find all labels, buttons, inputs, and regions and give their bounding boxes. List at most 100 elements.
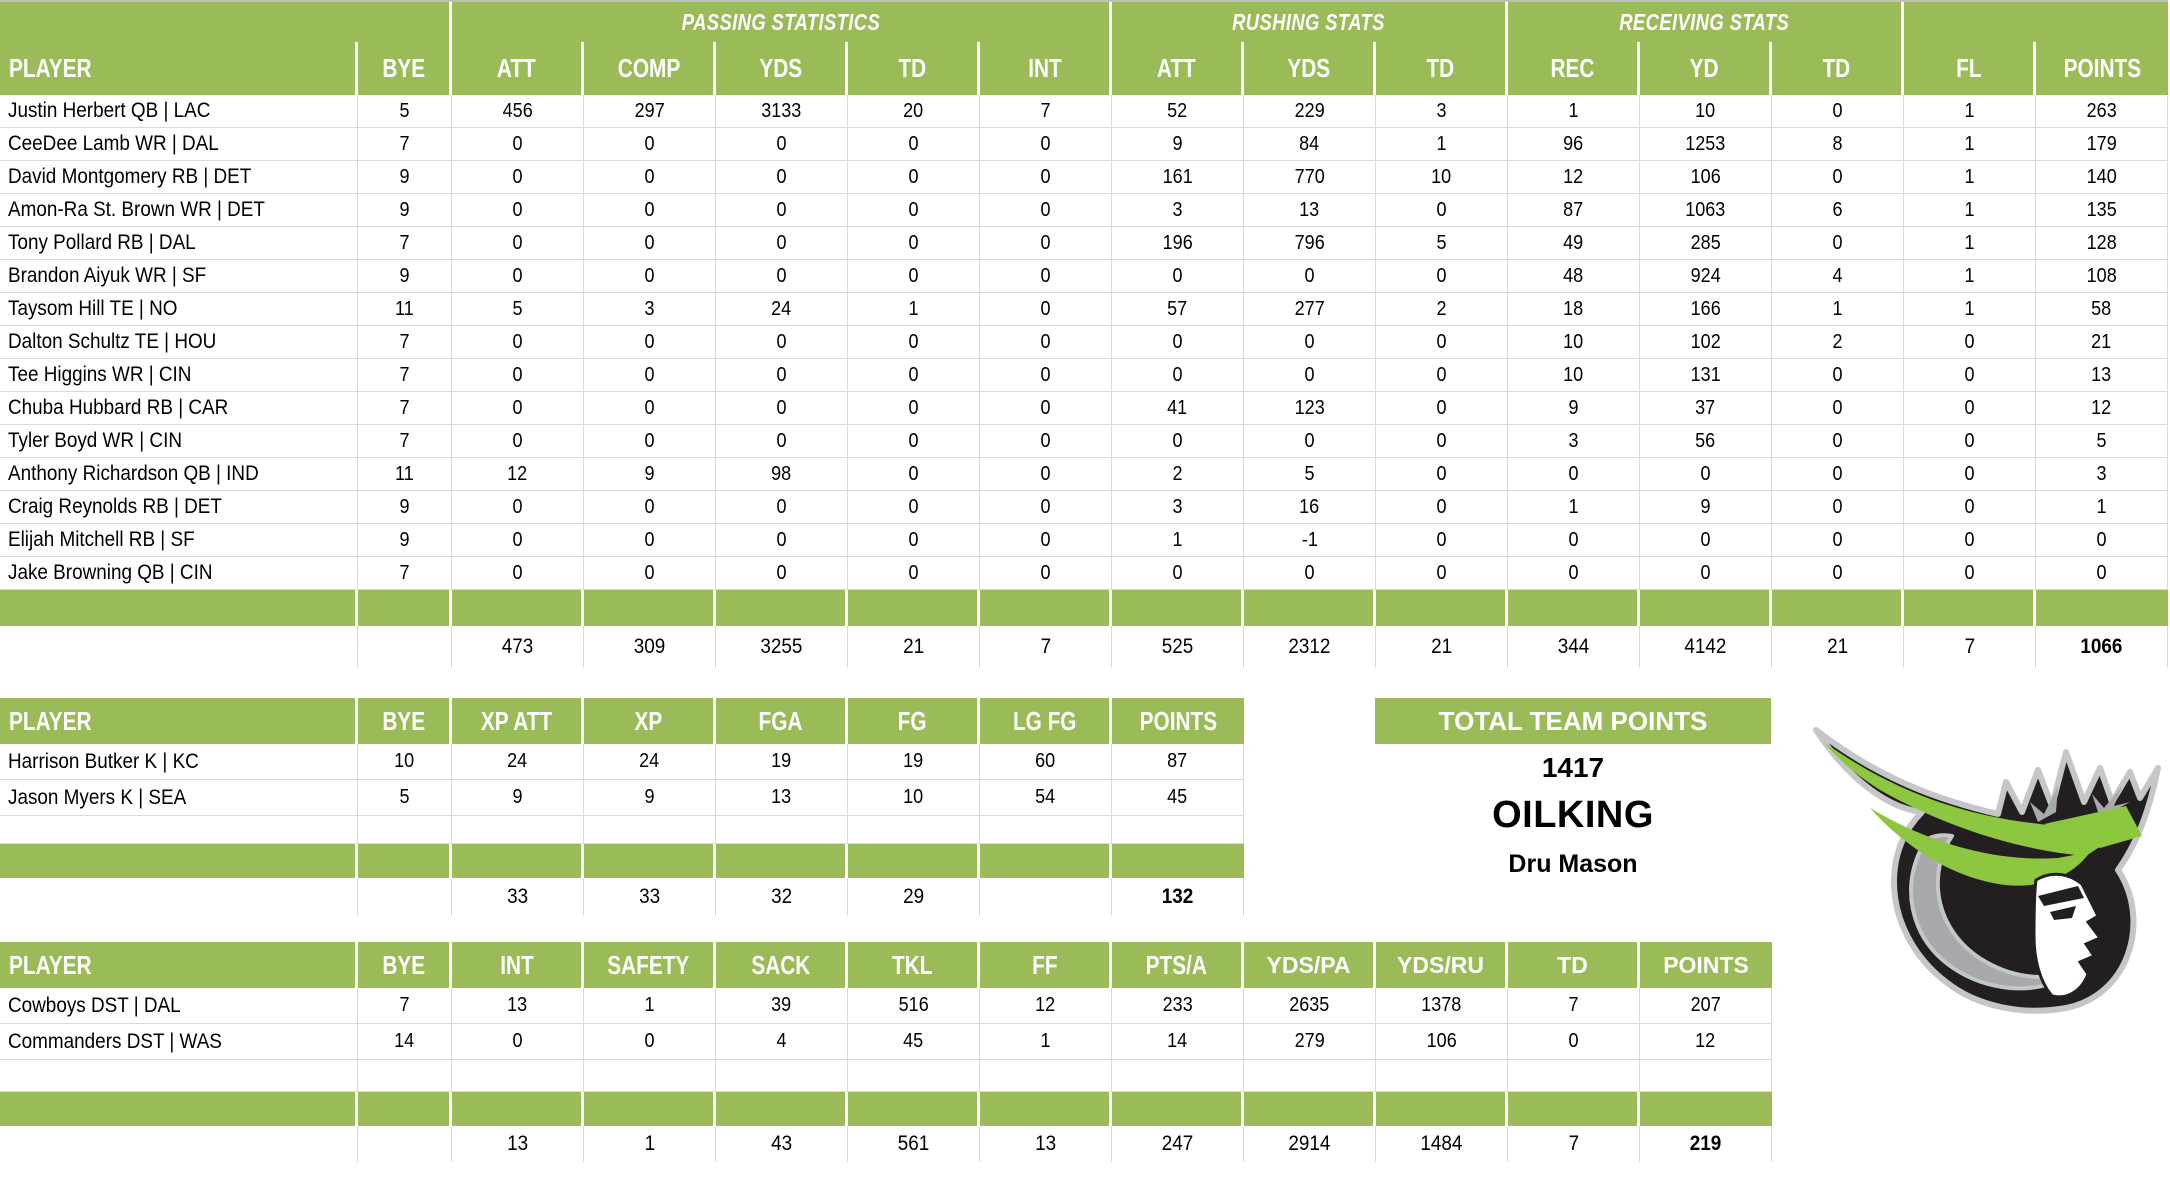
stat-cell: 1 [1112, 524, 1244, 557]
stat-cell: 9 [358, 194, 452, 227]
stat-cell: 9 [584, 458, 716, 491]
stat-cell: 128 [2036, 227, 2168, 260]
stat-cell: 14 [1112, 1024, 1244, 1060]
totals-cell: 1484 [1376, 1126, 1508, 1162]
rushing-stats-group-header: RUSHING STATS [1112, 2, 1508, 42]
stat-cell: 3 [1112, 491, 1244, 524]
stat-cell: 7 [1508, 988, 1640, 1024]
totals-empty-cell [358, 878, 452, 916]
totals-cell: 1066 [2036, 626, 2168, 668]
stat-cell: 0 [1508, 1024, 1640, 1060]
empty-cell [452, 816, 584, 844]
empty-cell [1244, 1060, 1376, 1092]
stat-cell: 7 [358, 392, 452, 425]
stat-cell: 10 [358, 744, 452, 780]
stat-cell: 0 [452, 524, 584, 557]
stat-cell: 0 [452, 260, 584, 293]
stat-cell: 0 [716, 524, 848, 557]
totals-cell: 33 [452, 878, 584, 916]
total-team-points-banner: TOTAL TEAM POINTS [1375, 698, 1771, 744]
separator-cell [584, 1092, 716, 1126]
totals-empty-cell [980, 878, 1112, 916]
col-header-rush-att: ATT [1112, 42, 1244, 95]
col-header-rec-yd: YD [1640, 42, 1772, 95]
player-cell: Tony Pollard RB | DAL [0, 227, 358, 260]
totals-cell: 13 [452, 1126, 584, 1162]
kicker-table-totals-row: 33 33 32 29 132 [0, 878, 1244, 916]
separator-cell [0, 1092, 358, 1126]
stat-cell: 0 [716, 359, 848, 392]
stat-cell: 0 [1772, 524, 1904, 557]
stat-cell: 0 [1772, 359, 1904, 392]
stat-cell: 4 [1772, 260, 1904, 293]
stat-cell: 2 [1772, 326, 1904, 359]
main-header-spacer-left [0, 2, 452, 42]
stat-cell: 0 [848, 194, 980, 227]
owner-name: Dru Mason [1508, 850, 1638, 878]
separator-cell [358, 590, 452, 626]
separator-cell [848, 844, 980, 878]
empty-cell [980, 1060, 1112, 1092]
king-head-logo-svg [1813, 727, 2161, 1014]
stat-cell: 21 [2036, 326, 2168, 359]
stat-cell: 4 [716, 1024, 848, 1060]
stat-cell: 0 [716, 260, 848, 293]
main-table-separator-row [0, 590, 2168, 626]
stat-cell: 166 [1640, 293, 1772, 326]
separator-cell [1640, 590, 1772, 626]
stat-cell: 0 [1640, 557, 1772, 590]
stat-cell: 6 [1772, 194, 1904, 227]
stat-cell: 10 [1376, 161, 1508, 194]
stat-cell: 106 [1640, 161, 1772, 194]
stat-cell: 0 [1376, 557, 1508, 590]
stat-cell: 1 [980, 1024, 1112, 1060]
col-header-points: POINTS [1640, 942, 1772, 988]
separator-cell [1772, 590, 1904, 626]
stat-cell: 0 [1112, 359, 1244, 392]
col-header-bye: BYE [358, 698, 452, 744]
totals-cell: 247 [1112, 1126, 1244, 1162]
stat-cell: 1 [1508, 95, 1640, 128]
stat-cell: 0 [848, 326, 980, 359]
stat-cell: 0 [452, 227, 584, 260]
separator-cell [1508, 1092, 1640, 1126]
stat-cell: 0 [1772, 95, 1904, 128]
totals-cell: 4142 [1640, 626, 1772, 668]
stat-cell: 0 [584, 359, 716, 392]
stat-cell: 3 [584, 293, 716, 326]
col-header-fg: FG [848, 698, 980, 744]
stat-cell: 0 [716, 194, 848, 227]
empty-cell [1640, 1060, 1772, 1092]
main-table-body: Justin Herbert QB | LAC 5 456 297 3133 20 7 52 2… [0, 95, 2168, 590]
stat-cell: 0 [716, 557, 848, 590]
player-cell: Jake Browning QB | CIN [0, 557, 358, 590]
stat-cell: 0 [2036, 557, 2168, 590]
stat-cell: 0 [1508, 524, 1640, 557]
stat-cell: 1 [1772, 293, 1904, 326]
stat-cell: 0 [848, 260, 980, 293]
col-header-yds-ru: YDS/RU [1376, 942, 1508, 988]
col-header-rush-yds: YDS [1244, 42, 1376, 95]
dst-table-blank-row [0, 1060, 1772, 1092]
total-team-points-value: 1417 [1541, 752, 1605, 783]
player-cell: CeeDee Lamb WR | DAL [0, 128, 358, 161]
player-cell: Dalton Schultz TE | HOU [0, 326, 358, 359]
totals-cell: 32 [716, 878, 848, 916]
stat-cell: 0 [1904, 557, 2036, 590]
stat-cell: 96 [1508, 128, 1640, 161]
stat-cell: 0 [1376, 524, 1508, 557]
stat-cell: 24 [584, 744, 716, 780]
empty-cell [358, 816, 452, 844]
stat-cell: 1 [1904, 95, 2036, 128]
main-table-header: PASSING STATISTICS RUSHING STATS RECEIVI… [0, 2, 2168, 95]
stat-cell: 0 [1376, 194, 1508, 227]
col-header-player: PLAYER [0, 698, 358, 744]
separator-cell [1376, 590, 1508, 626]
empty-cell [716, 816, 848, 844]
sheet-top-rule [0, 0, 2168, 2]
stat-cell: -1 [1244, 524, 1376, 557]
stat-cell: 12 [2036, 392, 2168, 425]
stat-cell: 0 [716, 227, 848, 260]
stat-cell: 456 [452, 95, 584, 128]
stat-cell: 56 [1640, 425, 1772, 458]
